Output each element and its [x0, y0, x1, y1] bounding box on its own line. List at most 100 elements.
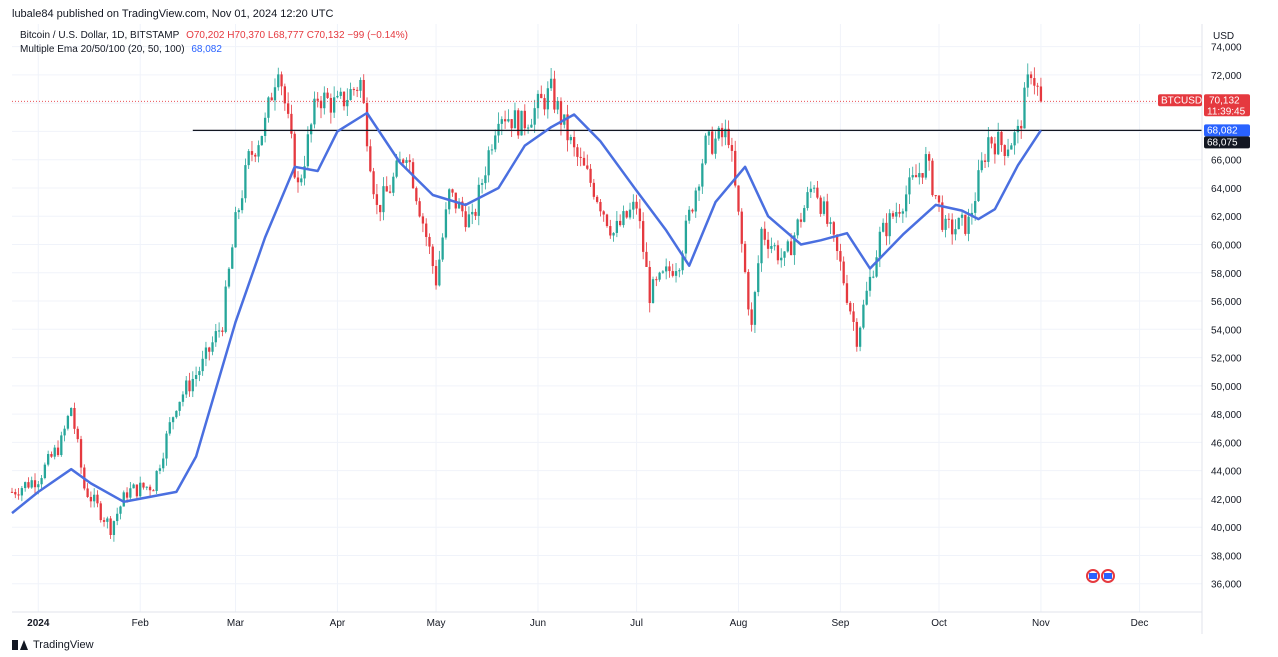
candle-body [618, 220, 622, 226]
candle-body [780, 257, 783, 261]
candle-body [247, 151, 250, 166]
candle-body [1036, 85, 1039, 87]
candle-body [881, 222, 885, 232]
legend-indicator-row[interactable]: Multiple Ema 20/50/100 (20, 50, 100) 68,… [20, 43, 408, 57]
candle-body [109, 518, 112, 535]
ema-line [11, 111, 1042, 515]
candle-body [513, 110, 517, 129]
candle-body [1003, 145, 1006, 157]
candle-body [326, 92, 329, 98]
candle-body [346, 99, 349, 107]
grid [12, 24, 1202, 612]
candle-body [730, 145, 734, 151]
publisher-line: lubale84 published on TradingView.com, N… [12, 8, 334, 20]
candle-body [997, 131, 1000, 155]
candle-body [178, 401, 181, 411]
candle-body [806, 192, 809, 209]
candle-body [622, 211, 625, 226]
candle-body [30, 480, 33, 488]
event-flags[interactable] [1086, 569, 1115, 583]
candle-body [260, 135, 263, 146]
candle-body [743, 243, 747, 272]
candle-body [862, 304, 865, 328]
axes: 36,000 38,000 40,000 42,000 44,000 46,000 48,0… [12, 24, 1242, 634]
candle-body [1010, 145, 1013, 150]
candle-body [658, 272, 661, 280]
candle-body [924, 154, 928, 178]
candle-body [832, 222, 835, 235]
candle-body [934, 195, 937, 197]
candle-body [135, 484, 139, 497]
y-tick-label: 46,000 [1211, 438, 1242, 449]
footer-brand[interactable]: TradingView [12, 639, 94, 651]
y-tick-label: 40,000 [1211, 523, 1242, 534]
candle-body [286, 103, 290, 114]
candle-body [576, 147, 579, 157]
y-tick-label: 56,000 [1211, 297, 1242, 308]
candle-body [490, 149, 494, 151]
candle-body [612, 232, 615, 236]
y-tick-label: 42,000 [1211, 495, 1242, 506]
legend-symbol-row[interactable]: Bitcoin / U.S. Dollar, 1D, BITSTAMP O70,… [20, 29, 408, 43]
candle-body [316, 98, 319, 101]
candle-body [1006, 149, 1010, 157]
candle-body [267, 97, 270, 118]
candle-body [898, 212, 901, 214]
candle-body [188, 380, 191, 392]
candle-body [480, 183, 484, 185]
candle-body [842, 261, 845, 284]
candle-body [1013, 132, 1016, 146]
candle-body [852, 311, 855, 322]
candle-body [296, 177, 300, 183]
candle-body [904, 194, 908, 212]
candle-body [582, 157, 586, 166]
candle-body [382, 186, 385, 213]
candle-body [60, 435, 63, 456]
candle-body [602, 211, 605, 215]
candle-body [415, 188, 418, 202]
ema-price-label: 68,082 [1207, 125, 1238, 136]
candle-body [444, 209, 448, 238]
y-tick-label: 58,000 [1211, 269, 1242, 280]
candle-body [47, 454, 50, 465]
candle-body [747, 271, 750, 310]
candle-body [168, 422, 171, 434]
currency-label: USD [1213, 31, 1234, 42]
candle-body [891, 213, 895, 217]
candle-body [520, 110, 523, 136]
candle-body [79, 439, 83, 468]
candle-body [579, 156, 582, 158]
candle-body [642, 221, 645, 252]
candle-body [231, 247, 234, 269]
candle-body [503, 119, 507, 122]
candle-body [931, 160, 934, 196]
candle-body [819, 197, 822, 214]
candle-body [668, 266, 671, 272]
candle-body [125, 492, 129, 498]
candle-body [356, 89, 359, 91]
x-tick-label: 2024 [27, 618, 50, 629]
candle-body [628, 209, 632, 218]
candle-body [697, 186, 701, 191]
candle-body [405, 160, 408, 163]
candle-body [964, 214, 967, 234]
candle-body [418, 201, 421, 217]
y-tick-label: 48,000 [1211, 410, 1242, 421]
candle-body [342, 91, 346, 107]
candle-body [789, 241, 793, 256]
candle-body [309, 124, 313, 135]
candle-body [757, 263, 760, 293]
candle-body [872, 276, 875, 278]
candle-body [158, 468, 162, 471]
candle-body [546, 88, 549, 110]
candle-body [194, 375, 198, 379]
last-price-tag-bg [1204, 94, 1250, 117]
candle-body [1029, 74, 1033, 79]
ema-price-label-bg [1204, 124, 1250, 137]
candle-body [441, 237, 444, 260]
candle-body [1026, 74, 1029, 88]
candle-body [352, 89, 356, 91]
candle-body [76, 428, 79, 440]
candle-body [1039, 86, 1043, 102]
